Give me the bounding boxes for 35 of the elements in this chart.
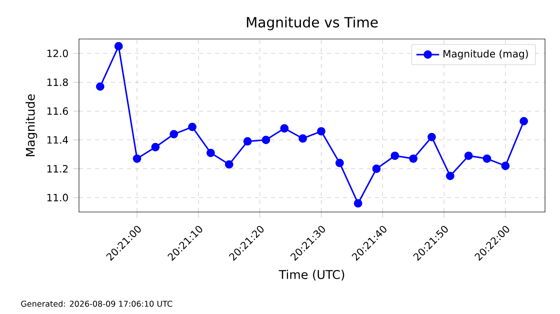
y-tick-label: 12.0 <box>47 50 68 58</box>
y-tick-label: 11.2 <box>47 165 68 172</box>
point <box>243 137 252 146</box>
point <box>501 162 510 170</box>
point <box>298 134 307 143</box>
point <box>372 164 381 173</box>
point <box>262 136 270 144</box>
chart-title: Magnitude vs Time <box>246 16 378 30</box>
point <box>520 116 528 126</box>
text: Generated: 2026-08-09 17:06:10 UTC <box>21 300 172 307</box>
point <box>206 148 215 158</box>
point <box>114 42 123 50</box>
point <box>354 199 362 208</box>
y-tick-label: 11.6 <box>47 107 68 115</box>
point <box>409 154 418 163</box>
point <box>464 152 473 160</box>
legend-label: Magnitude (mag) <box>444 50 528 60</box>
point <box>151 142 160 152</box>
point <box>446 172 454 180</box>
point <box>428 132 436 142</box>
point <box>132 154 142 163</box>
point <box>188 122 196 132</box>
point <box>96 82 104 91</box>
y-tick-label: 11.8 <box>47 78 68 86</box>
point <box>224 160 234 169</box>
y-axis-title: Magnitude <box>26 94 38 156</box>
point <box>317 127 326 136</box>
point <box>170 130 178 138</box>
point <box>482 154 492 163</box>
y-tick-label: 11.0 <box>47 194 68 202</box>
point <box>280 124 289 133</box>
point <box>390 152 400 160</box>
x-axis-title: Time (UTC) <box>278 270 344 280</box>
point <box>335 158 344 168</box>
y-tick-label: 11.4 <box>47 136 68 144</box>
